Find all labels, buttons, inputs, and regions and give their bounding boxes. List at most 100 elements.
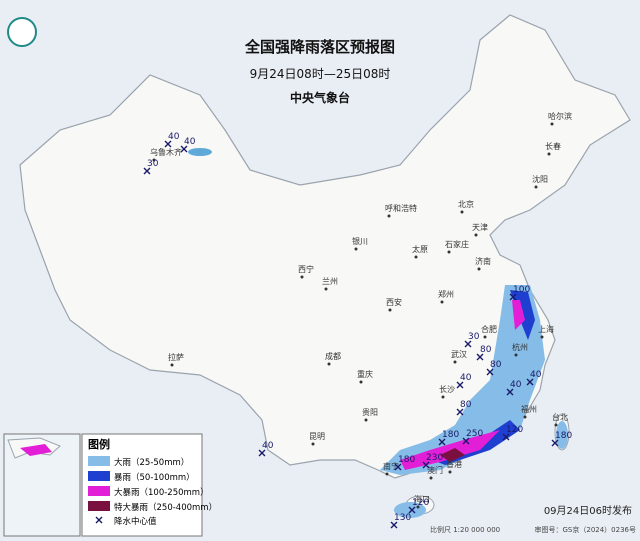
city-dot xyxy=(534,185,538,189)
city-dot xyxy=(359,380,363,384)
center-cross xyxy=(462,437,470,445)
center-cross xyxy=(551,439,559,447)
inset-rain xyxy=(20,444,52,456)
city: 沈阳 xyxy=(532,174,548,184)
center-cross xyxy=(390,521,398,529)
city: 台北 xyxy=(552,412,568,422)
issuer: 中央气象台 xyxy=(290,90,350,105)
city: 乌鲁木齐 xyxy=(150,147,182,157)
city: 香港 xyxy=(446,459,462,469)
city-dot xyxy=(514,353,518,357)
center-value: 40 xyxy=(460,373,472,383)
city-dot xyxy=(554,423,558,427)
center-value: 40 xyxy=(510,380,522,390)
city: 长沙 xyxy=(439,384,455,394)
legend-label: 暴雨（50-100mm） xyxy=(114,472,195,483)
city-dot xyxy=(474,233,478,237)
city: 合肥 xyxy=(481,324,497,334)
city-dot xyxy=(324,287,328,291)
city-dot xyxy=(152,158,156,162)
center-value: 40 xyxy=(530,370,542,380)
center-cross xyxy=(408,506,416,514)
approval: 审图号：GS京（2024）0236号 xyxy=(535,525,637,534)
center-value: 40 xyxy=(184,137,196,147)
city-dot xyxy=(300,275,304,279)
legend-cross xyxy=(95,516,103,524)
cities: 乌鲁木齐 哈尔滨 长春 沈阳 北京 天津 呼和浩特 石家庄 太原 济南 银川 西… xyxy=(150,111,572,509)
release-time: 09月24日06时发布 xyxy=(544,504,632,517)
city: 杭州 xyxy=(512,342,528,352)
center-value: 250 xyxy=(466,429,483,439)
center-value: 40 xyxy=(262,441,274,451)
center-cross xyxy=(456,381,464,389)
city: 成都 xyxy=(325,351,341,361)
legend-swatch xyxy=(88,486,110,496)
city-dot xyxy=(550,122,554,126)
city-dot xyxy=(388,308,392,312)
center-value: 40 xyxy=(168,132,180,142)
center-value: 80 xyxy=(480,345,492,355)
center-value: 30 xyxy=(147,159,159,169)
center-value: 120 xyxy=(506,425,523,435)
center-value: 180 xyxy=(555,431,572,441)
center-value: 100 xyxy=(513,285,530,295)
center-cross xyxy=(456,408,464,416)
legend-swatch xyxy=(88,501,110,511)
center-cross xyxy=(509,293,517,301)
city: 福州 xyxy=(521,405,537,414)
city: 济南 xyxy=(475,256,491,266)
legend-swatch xyxy=(88,471,110,481)
city-dot xyxy=(523,415,527,419)
city-dot xyxy=(447,250,451,254)
city-dot xyxy=(311,442,315,446)
city: 石家庄 xyxy=(445,239,469,249)
legend-frame xyxy=(81,433,203,537)
city-dot xyxy=(477,267,481,271)
rain-area xyxy=(512,300,525,330)
rain-centers: 40 40 30 40 100 30 80 40 80 40 40 80 120… xyxy=(143,132,572,529)
center-cross xyxy=(506,388,514,396)
center-cross xyxy=(422,461,430,469)
rain-area xyxy=(400,430,500,470)
city-dot xyxy=(448,470,452,474)
city-dot xyxy=(414,255,418,259)
city: 澳门 xyxy=(427,465,443,475)
center-value: 30 xyxy=(468,332,480,342)
city: 太原 xyxy=(412,244,428,254)
period: 9月24日08时—25日08时 xyxy=(250,67,391,81)
title: 全国强降雨落区预报图 xyxy=(244,38,395,56)
city: 西宁 xyxy=(298,264,314,274)
center-cross xyxy=(164,140,172,148)
center-value: 120 xyxy=(412,498,429,508)
city-dot xyxy=(327,362,331,366)
center-value: 180 xyxy=(442,430,459,440)
center-cross xyxy=(476,353,484,361)
center-cross xyxy=(394,463,402,471)
city-dot xyxy=(429,476,433,480)
center-cross xyxy=(143,167,151,175)
land xyxy=(19,14,631,479)
city-dot xyxy=(170,363,174,367)
center-value: 230 xyxy=(426,453,443,463)
legend-label: 特大暴雨（250-400mm） xyxy=(114,502,217,513)
city: 西安 xyxy=(386,297,402,307)
center-value: 80 xyxy=(490,360,502,370)
legend-label: 大雨（25-50mm） xyxy=(114,457,189,468)
city: 重庆 xyxy=(357,369,373,379)
city-dot xyxy=(547,152,551,156)
center-cross xyxy=(502,433,510,441)
city: 贵阳 xyxy=(362,407,378,417)
city-dot xyxy=(441,395,445,399)
city: 昆明 xyxy=(309,432,325,441)
city: 海口 xyxy=(414,494,430,504)
legend-label: 大暴雨（100-250mm） xyxy=(114,487,209,498)
city-dot xyxy=(483,335,487,339)
city: 呼和浩特 xyxy=(385,203,417,213)
city-dot xyxy=(354,247,358,251)
lake xyxy=(188,148,212,156)
rain-area xyxy=(440,448,465,462)
city: 武汉 xyxy=(451,349,467,359)
legend-label: 降水中心值 xyxy=(114,516,157,527)
city: 天津 xyxy=(472,222,488,232)
